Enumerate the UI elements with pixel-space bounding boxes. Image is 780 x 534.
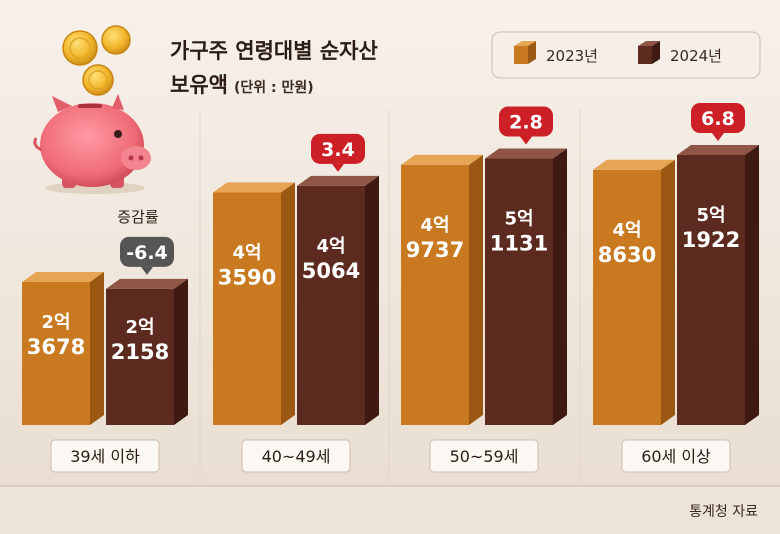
legend-label-2023: 2023년: [546, 47, 598, 65]
bar-top: [485, 148, 567, 159]
bar-top: [401, 154, 483, 165]
category-label-60세 이상: 60세 이상: [621, 439, 731, 473]
bar-top: [106, 278, 188, 289]
bar-value-label-upper: 2억: [41, 312, 70, 333]
unit-note: (단위 : 만원): [234, 79, 314, 96]
change-rate-value: 3.4: [321, 139, 355, 161]
bars-layer: 2억36782억21584억35904억50644억97375억11314억86…: [22, 145, 759, 425]
category-label-text: 39세 이하: [70, 447, 140, 466]
footer-band: [0, 486, 780, 534]
bar-side: [553, 148, 567, 425]
bar-top: [22, 272, 104, 282]
chart-title: 가구주 연령대별 순자산: [170, 39, 378, 63]
change-rate-value: -6.4: [126, 242, 168, 264]
category-label-40~49세: 40~49세: [241, 439, 351, 473]
category-label-box: [50, 439, 160, 473]
bar-side: [281, 182, 295, 425]
piggy-bank-icon: [33, 94, 151, 194]
bar-side: [90, 272, 104, 425]
bar-side: [661, 159, 675, 425]
bar-front: [213, 192, 281, 425]
change-bubble-box: [120, 236, 174, 267]
bar-front: [593, 169, 661, 425]
bar-front: [401, 164, 469, 425]
bar-value-label-upper: 5억: [696, 205, 725, 226]
category-label-text: 60세 이상: [641, 447, 711, 466]
category-labels-layer: 39세 이하 40~49세 50~59세 60세 이상: [50, 439, 731, 473]
bar-top: [677, 145, 759, 155]
chart-subtitle: 보유액 (단위 : 만원): [170, 73, 314, 97]
bar-side: [365, 175, 379, 425]
bar-value-label-lower: 1922: [682, 228, 740, 252]
change-bubbles-layer: -6.4 3.4 2.8 6.8: [120, 103, 745, 275]
bar-value-label-lower: 3678: [27, 335, 85, 359]
source-note: 통계청 자료: [689, 504, 758, 520]
bar-value-label-upper: 4억: [316, 236, 345, 257]
bar-2023년-39세 이하: 2억3678: [22, 272, 104, 425]
bar-value-label-upper: 4억: [612, 220, 641, 241]
bar-top: [593, 159, 675, 170]
bar-top: [297, 175, 379, 186]
category-label-box: [241, 439, 351, 473]
bar-front: [485, 158, 553, 425]
bar-side: [174, 278, 188, 425]
change-bubble-pointer: [712, 133, 724, 141]
change-bubble-pointer: [141, 266, 153, 275]
legend-swatch-2023: [514, 41, 536, 64]
change-bubble-box: [499, 106, 553, 137]
bar-value-label-lower: 9737: [406, 238, 464, 262]
bar-front: [22, 282, 90, 425]
bar-value-label-lower: 3590: [218, 265, 276, 289]
bar-value-label-upper: 4억: [232, 242, 261, 263]
change-bubble-box: [691, 103, 745, 133]
change-bubble-pointer: [332, 163, 344, 172]
category-label-box: [621, 439, 731, 473]
bar-side: [469, 154, 483, 425]
bar-value-label-lower: 8630: [598, 243, 656, 267]
category-label-text: 40~49세: [262, 447, 331, 466]
bar-top: [213, 182, 295, 193]
chart-subtitle-text: 보유액: [170, 73, 228, 97]
bar-value-label-upper: 4억: [420, 215, 449, 236]
change-bubble-box: [311, 133, 365, 164]
bar-front: [297, 185, 365, 425]
category-label-text: 50~59세: [450, 447, 519, 466]
change-bubble-39세 이하: -6.4: [120, 236, 174, 275]
bar-front: [677, 155, 745, 425]
bar-value-label-upper: 5억: [504, 209, 533, 230]
change-rate-value: 6.8: [701, 108, 735, 130]
bar-value-label-lower: 2158: [111, 340, 169, 364]
change-rate-label: 증감률: [117, 208, 159, 226]
legend-swatch-2024: [638, 41, 660, 64]
change-rate-value: 2.8: [509, 112, 543, 134]
change-bubble-60세 이상: 6.8: [691, 103, 745, 141]
bar-2024년-39세 이하: 2억2158: [106, 278, 188, 425]
bar-value-label-lower: 5064: [302, 259, 360, 283]
change-bubble-50~59세: 2.8: [499, 106, 553, 145]
change-bubble-40~49세: 3.4: [311, 133, 365, 172]
bar-2023년-60세 이상: 4억8630: [593, 159, 675, 425]
bar-front: [106, 288, 174, 425]
bar-2024년-60세 이상: 5억1922: [677, 145, 759, 425]
coin-stack-icon: [62, 25, 131, 96]
bar-side: [745, 145, 759, 425]
legend-label-2024: 2024년: [670, 47, 722, 65]
bar-value-label-upper: 2억: [125, 317, 154, 338]
category-label-50~59세: 50~59세: [429, 439, 539, 473]
bar-value-label-lower: 1131: [490, 232, 548, 256]
legend: 2023년 2024년: [491, 31, 761, 79]
category-label-box: [429, 439, 539, 473]
category-label-39세 이하: 39세 이하: [50, 439, 160, 473]
change-bubble-pointer: [520, 136, 532, 145]
